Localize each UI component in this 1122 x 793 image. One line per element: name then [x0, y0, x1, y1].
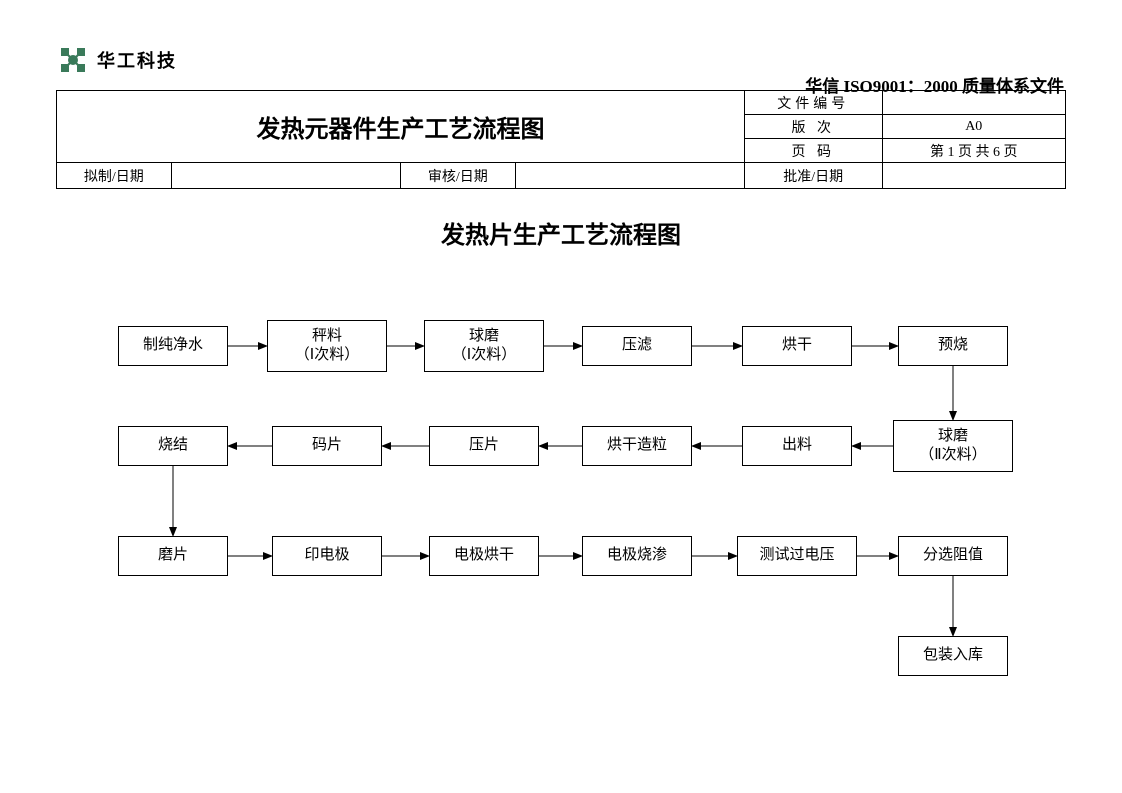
flow-node-n3: 球磨（Ⅰ次料） [424, 320, 544, 372]
flow-node-n4: 压滤 [582, 326, 692, 366]
flow-node-n12: 烧结 [118, 426, 228, 466]
flow-node-n18: 分选阻值 [898, 536, 1008, 576]
flow-node-n2: 秤料（Ⅰ次料） [267, 320, 387, 372]
flow-node-n14: 印电极 [272, 536, 382, 576]
flow-node-n19: 包装入库 [898, 636, 1008, 676]
flow-node-n10: 压片 [429, 426, 539, 466]
flow-node-n6: 预烧 [898, 326, 1008, 366]
flowchart-area: 制纯净水秤料（Ⅰ次料） 球磨（Ⅰ次料） 压滤 烘干 预烧球磨（Ⅱ次料） 出料 烘干造粒 压片 码… [0, 0, 1122, 793]
flow-node-n11: 码片 [272, 426, 382, 466]
flow-node-n17: 测试过电压 [737, 536, 857, 576]
flow-node-n16: 电极烧渗 [582, 536, 692, 576]
flow-node-n5: 烘干 [742, 326, 852, 366]
flow-node-n7: 球磨（Ⅱ次料） [893, 420, 1013, 472]
flow-node-n9: 烘干造粒 [582, 426, 692, 466]
flow-node-n8: 出料 [742, 426, 852, 466]
flow-node-n1: 制纯净水 [118, 326, 228, 366]
flow-node-n13: 磨片 [118, 536, 228, 576]
flow-node-n15: 电极烘干 [429, 536, 539, 576]
